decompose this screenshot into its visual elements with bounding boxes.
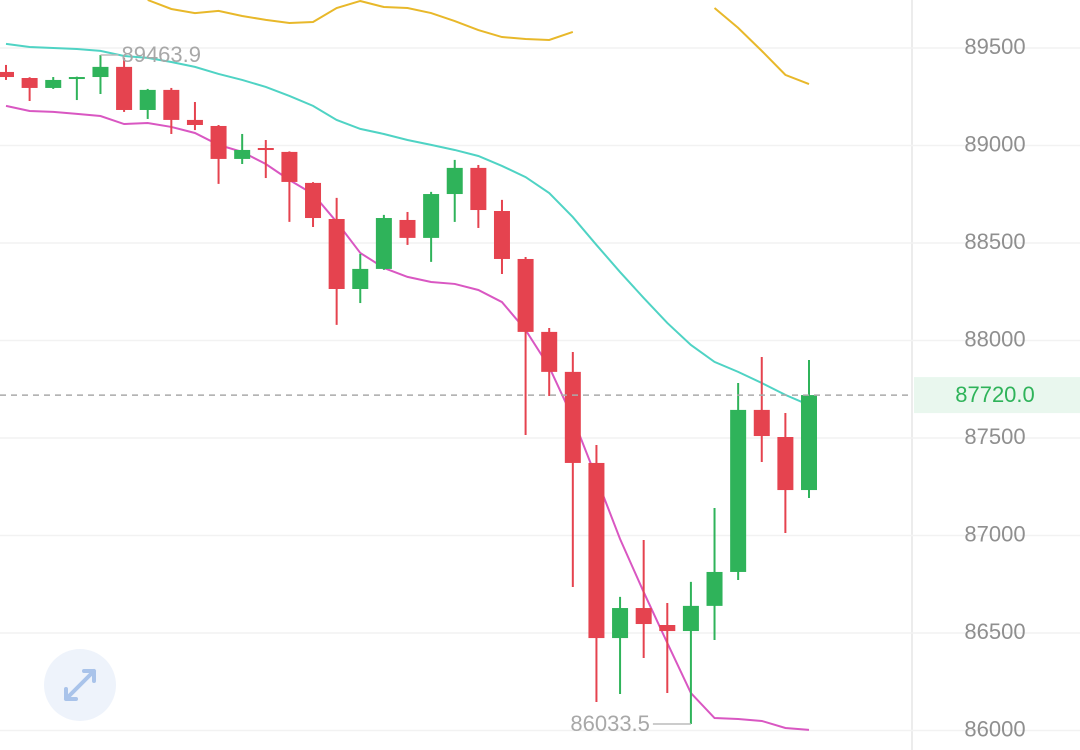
candle-body: [777, 437, 794, 491]
indicator-lines: [5, 0, 810, 731]
candle-body: [21, 78, 38, 88]
candle-body: [659, 625, 676, 632]
indicator-line: [5, 104, 810, 731]
max-label: 89463.9: [121, 42, 201, 67]
candle-body: [470, 167, 487, 211]
candle-body: [375, 218, 392, 269]
candle-body: [682, 605, 699, 632]
candles: [0, 55, 817, 724]
candle-body: [186, 119, 203, 125]
y-tick-label: 86000: [964, 716, 1025, 741]
candle-body: [328, 218, 345, 290]
candle-body: [423, 194, 440, 238]
y-tick-label: 89500: [964, 34, 1025, 59]
candle-body: [753, 409, 770, 437]
candle-body: [564, 371, 581, 463]
y-tick-label: 87500: [964, 424, 1025, 449]
candle-body: [163, 89, 180, 120]
candle-body: [139, 89, 156, 110]
annotations: 89463.9 86033.5 87720.0: [0, 42, 1080, 736]
expand-icon[interactable]: [64, 669, 96, 701]
last-price-box: [914, 377, 1080, 414]
candle-body: [493, 210, 510, 259]
candle-body: [730, 409, 747, 572]
y-tick-label: 88500: [964, 229, 1025, 254]
y-tick-label: 87000: [964, 521, 1025, 546]
candle-body: [517, 258, 534, 332]
candle-body: [399, 219, 416, 238]
y-tick-label: 88000: [964, 326, 1025, 351]
candle-body: [0, 71, 14, 78]
candle-body: [635, 608, 652, 625]
grid: 86000 86500 87000 87500 88000 88500 89000 89500: [0, 34, 1080, 741]
candle-body: [234, 149, 251, 159]
candle-body: [612, 608, 629, 639]
candle-body: [210, 125, 227, 159]
candle-body: [541, 331, 558, 372]
candle-body: [352, 268, 369, 290]
expand-button[interactable]: [44, 649, 116, 721]
min-label: 86033.5: [570, 711, 650, 736]
candle-body: [305, 182, 322, 219]
candle-body: [801, 395, 817, 491]
candle-body: [281, 151, 298, 182]
candle-body: [257, 148, 274, 151]
indicator-line: [5, 42, 810, 406]
candle-body: [588, 462, 605, 639]
candle-body: [92, 66, 109, 78]
y-tick-label: 89000: [964, 131, 1025, 156]
candle-body: [706, 571, 723, 606]
last-price-label: 87720.0: [955, 382, 1035, 407]
candle-body: [116, 66, 133, 110]
candle-body: [446, 167, 463, 195]
indicator-line: [713, 7, 810, 85]
candle-body: [68, 77, 85, 80]
candle-body: [45, 79, 62, 88]
y-tick-label: 86500: [964, 619, 1025, 644]
indicator-line: [147, 0, 574, 41]
